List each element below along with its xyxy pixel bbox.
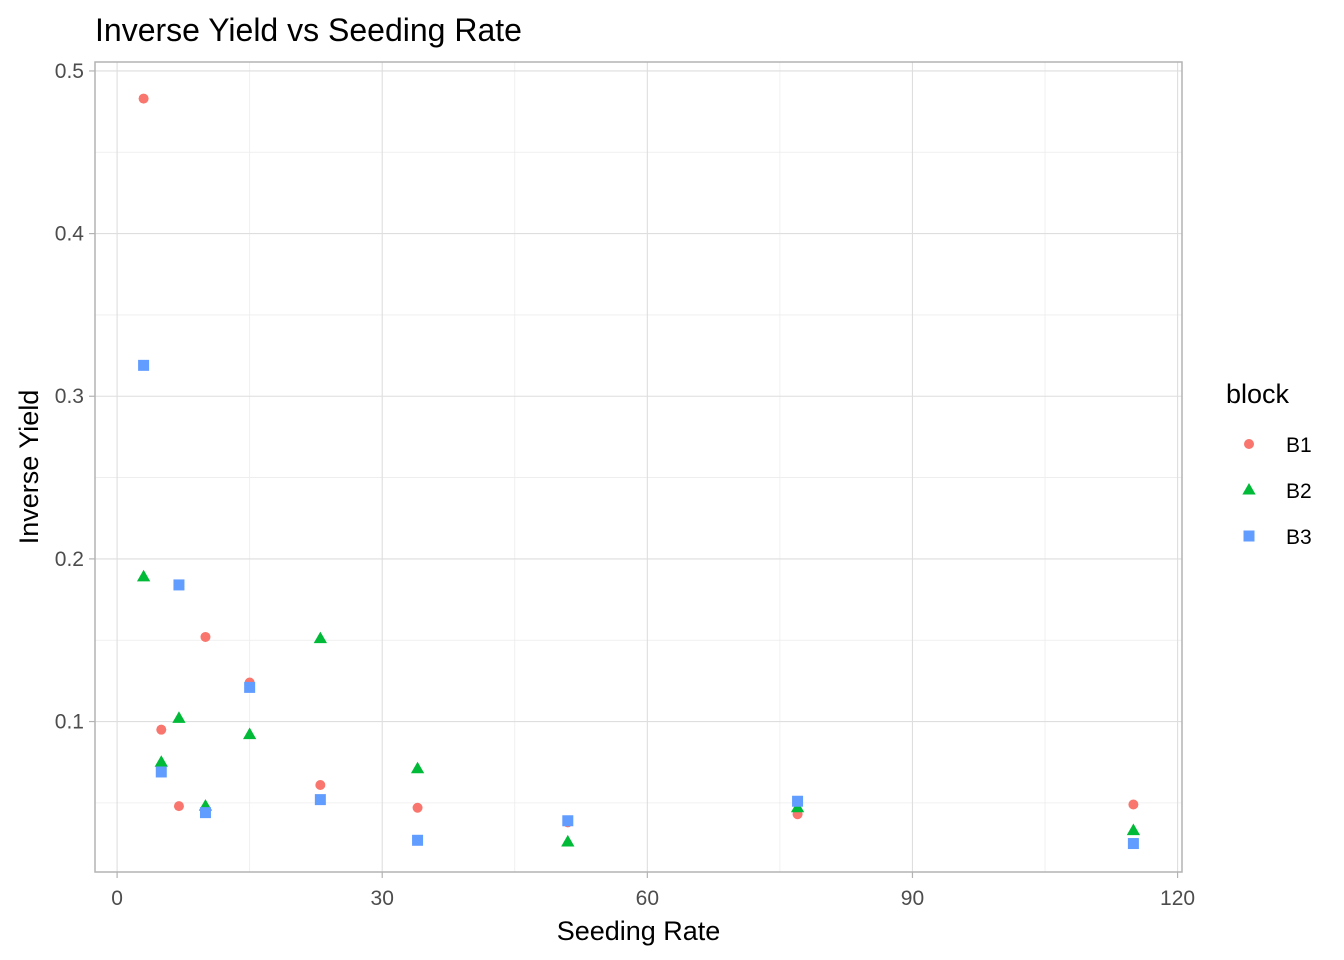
data-point — [156, 724, 167, 735]
data-point — [154, 755, 168, 767]
grid-lines — [95, 62, 1182, 872]
data-point — [243, 727, 257, 740]
data-point — [315, 779, 326, 790]
x-tick-label: 90 — [901, 887, 924, 910]
legend: block B1 B2 B3 — [1226, 379, 1312, 549]
data-point — [138, 359, 150, 371]
data-point — [562, 815, 574, 827]
data-point — [199, 807, 211, 819]
data-point — [314, 794, 326, 806]
data-point — [155, 766, 167, 778]
y-tick-label: 0.3 — [55, 385, 84, 408]
series-b2 — [136, 569, 1141, 847]
legend-key-b1 — [1244, 439, 1254, 449]
x-tick-label: 30 — [371, 887, 394, 910]
x-tick-label: 120 — [1160, 887, 1195, 910]
y-axis-title: Inverse Yield — [14, 390, 44, 545]
y-tick-label: 0.4 — [55, 223, 85, 246]
x-tick-label: 0 — [111, 887, 123, 910]
data-point — [792, 795, 804, 807]
data-point — [138, 93, 149, 104]
x-tick-label: 60 — [636, 887, 659, 910]
data-point — [200, 631, 211, 642]
y-tick-label: 0.2 — [55, 548, 84, 571]
data-point — [412, 802, 423, 813]
data-point — [244, 681, 256, 693]
data-point — [561, 834, 575, 847]
data-point — [173, 579, 185, 591]
data-point — [1126, 823, 1141, 836]
data-point — [1127, 838, 1139, 850]
data-points — [136, 93, 1141, 850]
axis-ticks — [89, 70, 1179, 878]
x-axis-title: Seeding Rate — [557, 916, 721, 946]
legend-label-b1: B1 — [1286, 434, 1312, 457]
data-point — [410, 761, 425, 774]
data-point — [412, 834, 424, 846]
tick-labels: 0 30 60 90 120 0.1 0.2 0.3 0.4 0.5 — [55, 60, 1195, 910]
data-point — [313, 631, 328, 644]
legend-label-b3: B3 — [1286, 526, 1312, 549]
legend-title: block — [1226, 379, 1290, 409]
plot-panel — [94, 61, 1183, 873]
data-point — [1128, 799, 1139, 810]
chart-title: Inverse Yield vs Seeding Rate — [95, 12, 522, 48]
series-b3 — [138, 359, 1139, 850]
data-point — [136, 569, 151, 582]
y-tick-label: 0.1 — [55, 711, 84, 734]
data-point — [172, 711, 186, 723]
legend-key-b3 — [1243, 530, 1255, 542]
y-tick-label: 0.5 — [55, 60, 84, 83]
legend-key-b2 — [1242, 483, 1256, 495]
data-point — [173, 801, 184, 812]
legend-label-b2: B2 — [1286, 480, 1312, 503]
